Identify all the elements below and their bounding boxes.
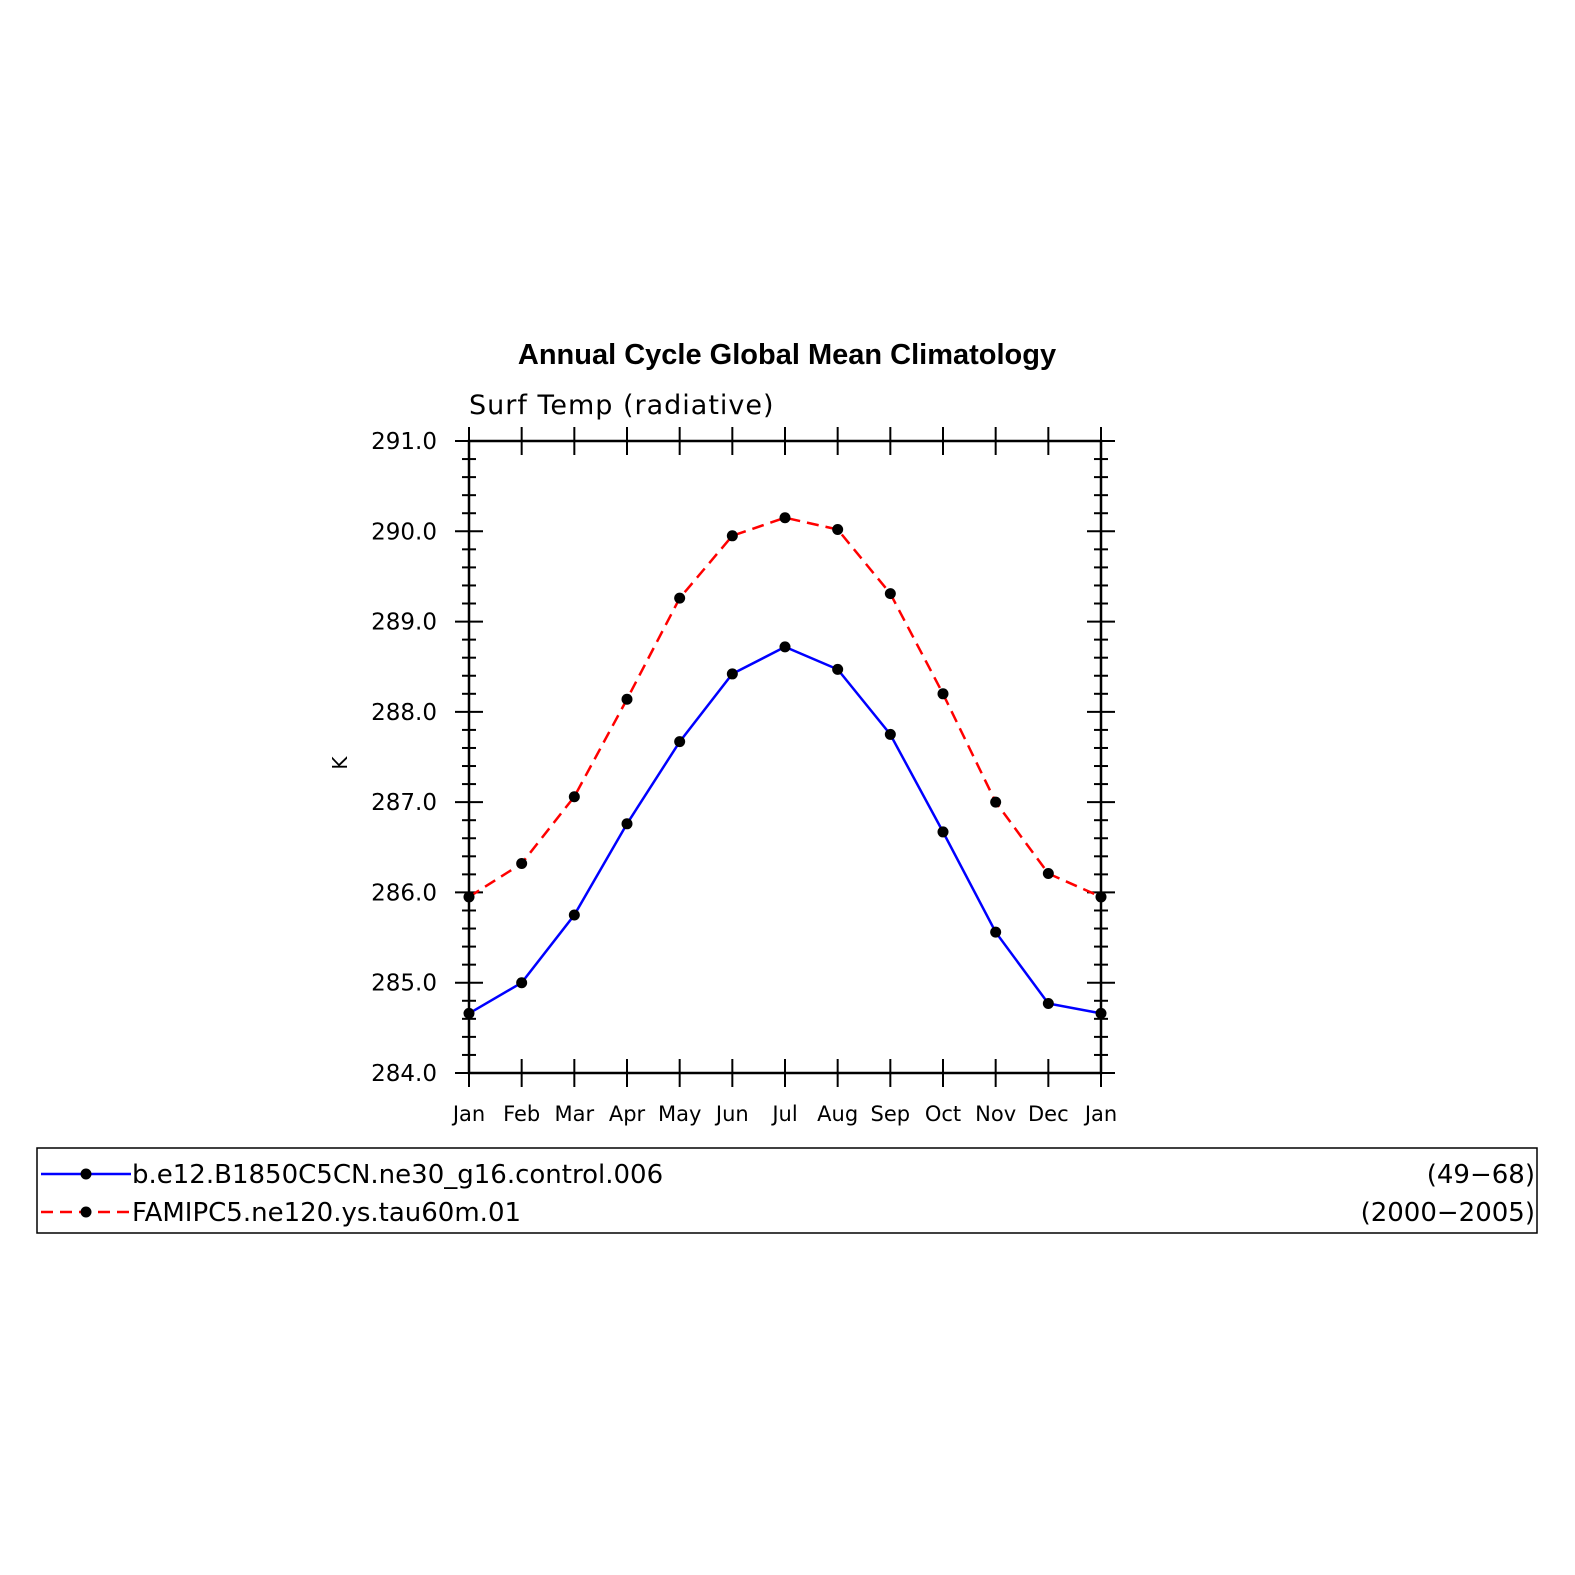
y-tick-label: 289.0: [371, 610, 437, 636]
data-point: [463, 1007, 475, 1019]
x-tick-labels: Jan Feb Mar Apr May Jun Jul Aug Sep Oct Nov Dec Jan: [451, 1102, 1117, 1126]
x-tick-label: Jun: [714, 1102, 749, 1126]
data-point: [674, 592, 686, 604]
data-point: [832, 663, 844, 675]
chart-title: Annual Cycle Global Mean Climatology: [518, 339, 1056, 371]
chart-subtitle: Surf Temp (radiative): [469, 390, 775, 421]
y-tick-label: 287.0: [371, 790, 437, 816]
data-point: [516, 858, 528, 870]
data-point: [779, 512, 791, 524]
series-line: [468, 645, 1102, 1015]
data-point: [726, 530, 738, 542]
data-point: [779, 641, 791, 653]
x-tick-label: Dec: [1028, 1102, 1069, 1126]
x-tick-label: Aug: [817, 1102, 858, 1126]
data-point: [884, 728, 896, 740]
x-tick-label: Jan: [1083, 1102, 1117, 1126]
data-point: [568, 909, 580, 921]
data-point: [621, 693, 633, 705]
series-line: [468, 516, 1102, 899]
y-tick-label: 290.0: [371, 519, 437, 545]
x-tick-label: Mar: [555, 1102, 595, 1126]
legend-series-period: (49−68): [1427, 1160, 1535, 1190]
data-point: [937, 688, 949, 700]
x-tick-label: Oct: [925, 1102, 961, 1126]
y-tick-labels: 284.0 285.0 286.0 287.0 288.0 289.0 290.0 291.0: [371, 429, 437, 1087]
x-tick-label: Apr: [609, 1102, 646, 1126]
x-tick-label: Sep: [871, 1102, 911, 1126]
y-axis-label: K: [328, 756, 352, 770]
data-point: [884, 588, 896, 600]
data-point: [990, 796, 1002, 808]
y-tick-label: 291.0: [371, 429, 437, 455]
y-tick-label: 284.0: [371, 1061, 437, 1087]
x-tick-label: Jan: [451, 1102, 485, 1126]
data-point: [832, 523, 844, 535]
y-tick-label: 285.0: [371, 971, 437, 997]
data-point: [516, 977, 528, 989]
data-point: [937, 826, 949, 838]
legend-series-period: (2000−2005): [1361, 1198, 1535, 1228]
data-point: [463, 891, 475, 903]
data-point: [568, 791, 580, 803]
legend-series-name: b.e12.B1850C5CN.ne30_g16.control.006: [132, 1160, 663, 1190]
data-point: [726, 668, 738, 680]
data-point: [674, 736, 686, 748]
y-tick-label: 288.0: [371, 700, 437, 726]
data-point: [621, 818, 633, 830]
data-point: [1095, 1007, 1107, 1019]
y-tick-label: 286.0: [371, 880, 437, 906]
data-point: [1042, 867, 1054, 879]
legend-series-name: FAMIPC5.ne120.ys.tau60m.01: [132, 1198, 521, 1228]
legend: b.e12.B1850C5CN.ne30_g16.control.006 (49−…: [41, 1160, 1535, 1228]
x-tick-label: Jul: [770, 1102, 797, 1126]
legend-box: [36, 1147, 1538, 1234]
x-tick-label: Nov: [975, 1102, 1016, 1126]
data-point: [1042, 997, 1054, 1009]
plot-frame: [467, 439, 1103, 1075]
data-point: [1095, 891, 1107, 903]
x-tick-label: Feb: [503, 1102, 540, 1126]
axis-ticks: [455, 427, 1115, 1087]
legend-marker: [80, 1206, 92, 1218]
legend-marker: [80, 1168, 92, 1180]
x-tick-label: May: [658, 1102, 701, 1126]
data-point: [990, 926, 1002, 938]
series-group: [463, 512, 1107, 1019]
